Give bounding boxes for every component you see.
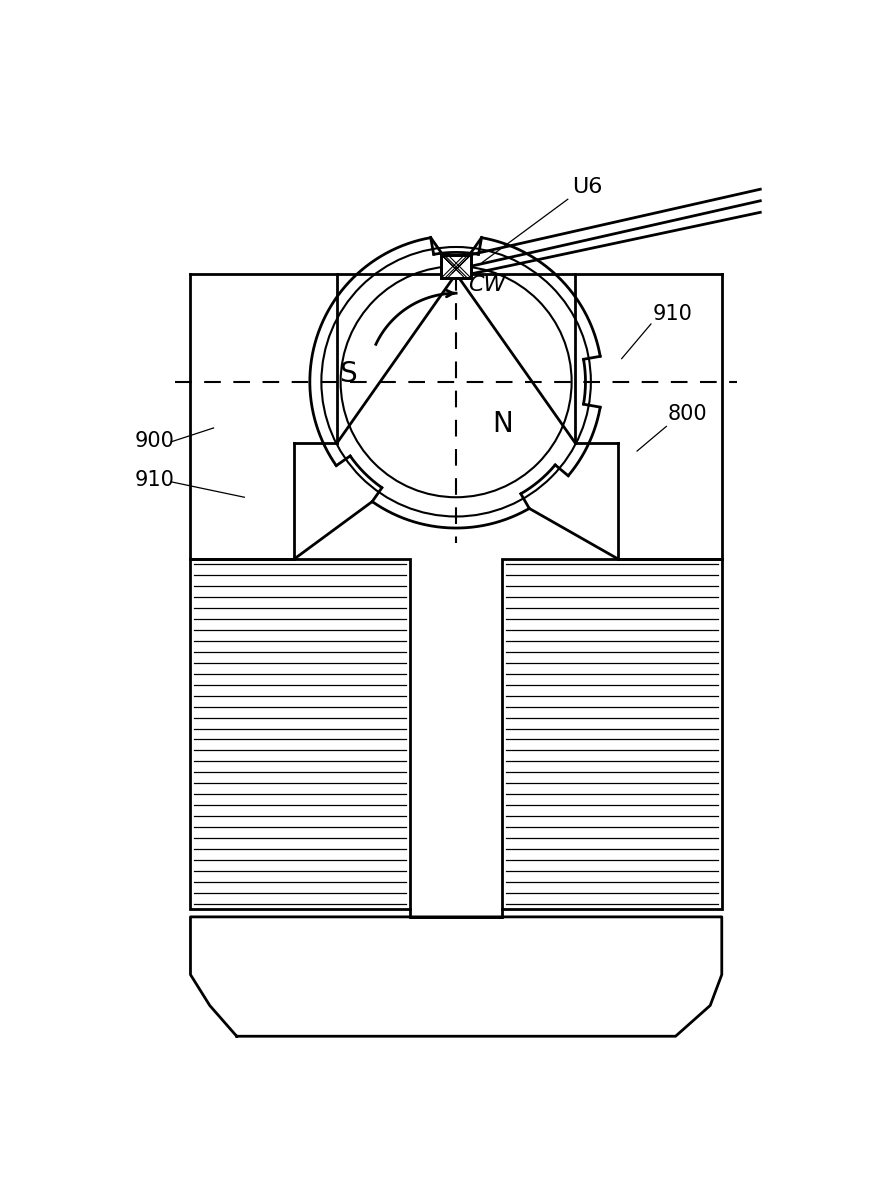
Text: N: N — [492, 410, 513, 439]
Text: 900: 900 — [135, 432, 175, 452]
Text: 800: 800 — [668, 404, 708, 424]
Bar — [441, 255, 471, 278]
Text: S: S — [339, 360, 357, 389]
Text: U6: U6 — [571, 178, 602, 197]
Text: CW: CW — [467, 275, 506, 296]
Bar — [190, 559, 410, 909]
Text: 910: 910 — [652, 304, 692, 324]
Text: 910: 910 — [135, 470, 175, 490]
Bar — [441, 255, 471, 278]
Bar — [502, 559, 722, 909]
